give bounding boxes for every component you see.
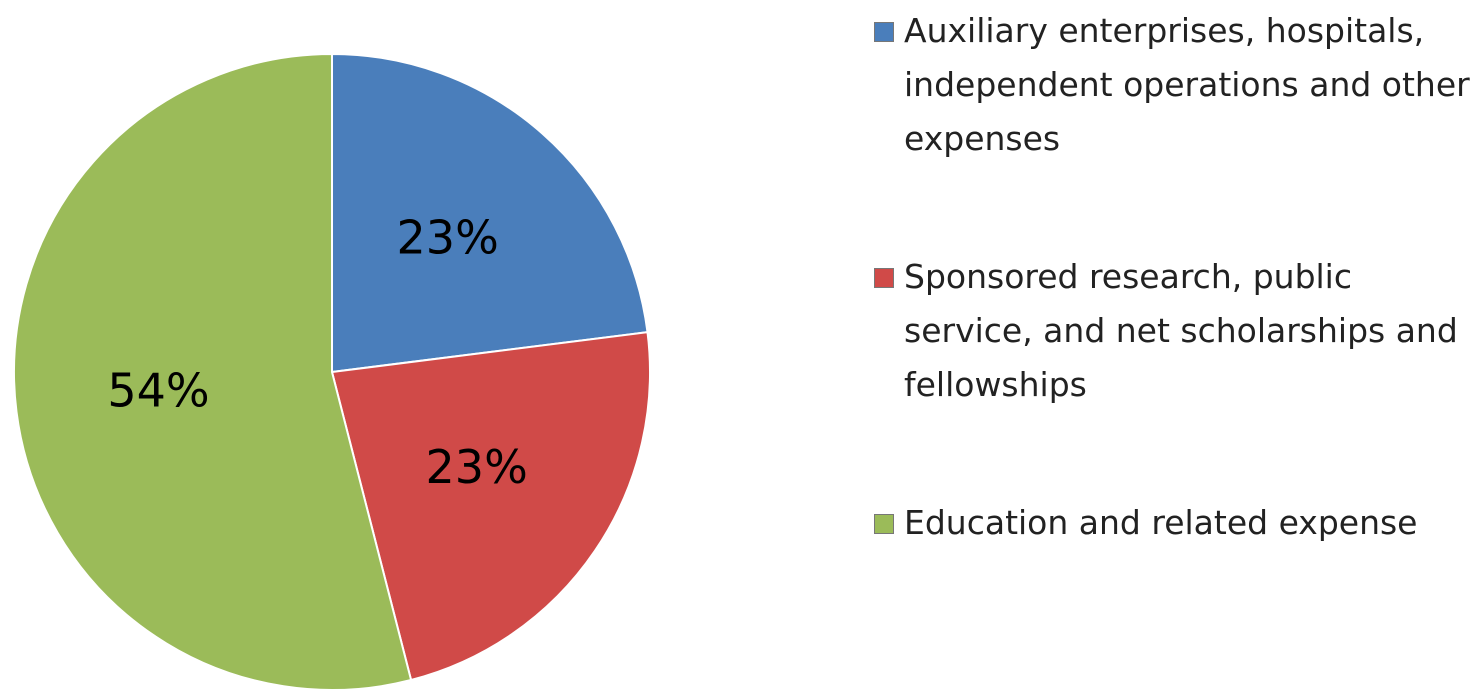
legend-swatch bbox=[874, 268, 894, 288]
legend-swatch bbox=[874, 22, 894, 42]
chart: 23% 23% 54% bbox=[13, 52, 651, 691]
pie-slice bbox=[330, 331, 651, 682]
legend-entry: Education and related expense bbox=[872, 496, 1472, 550]
data-label: 54% bbox=[107, 363, 209, 417]
data-label: 23% bbox=[397, 210, 499, 264]
legend-entry: Auxiliary enterprises, hospitals, indepe… bbox=[872, 4, 1472, 166]
legend: Auxiliary enterprises, hospitals, indepe… bbox=[872, 4, 1472, 634]
legend-swatch bbox=[874, 514, 894, 534]
pie-slice bbox=[331, 52, 649, 374]
pie-slice bbox=[13, 52, 413, 691]
legend-label: Auxiliary enterprises, hospitals, indepe… bbox=[904, 11, 1470, 158]
legend-label: Education and related expense bbox=[904, 503, 1418, 542]
legend-label: Sponsored research, public service, and … bbox=[904, 257, 1458, 404]
legend-entry: Sponsored research, public service, and … bbox=[872, 250, 1472, 412]
data-label: 23% bbox=[426, 440, 528, 494]
